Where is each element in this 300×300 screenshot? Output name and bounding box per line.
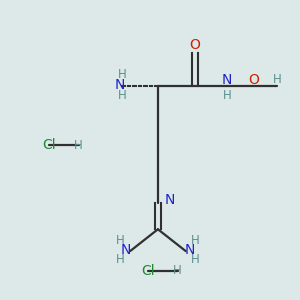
Text: H: H [116,254,125,266]
Text: N: N [184,243,195,257]
Text: N: N [115,78,125,92]
Text: O: O [249,73,260,87]
Text: N: N [222,73,232,87]
Text: H: H [191,234,200,247]
Text: H: H [223,89,232,102]
Text: Cl: Cl [141,264,155,278]
Text: H: H [118,68,127,81]
Text: O: O [189,38,200,52]
Text: H: H [116,234,125,247]
Text: H: H [191,254,200,266]
Text: H: H [74,139,83,152]
Text: Cl: Cl [42,138,56,152]
Text: H: H [173,264,182,278]
Text: H: H [272,73,281,86]
Text: H: H [118,89,127,102]
Text: N: N [165,193,175,206]
Text: N: N [121,243,131,257]
